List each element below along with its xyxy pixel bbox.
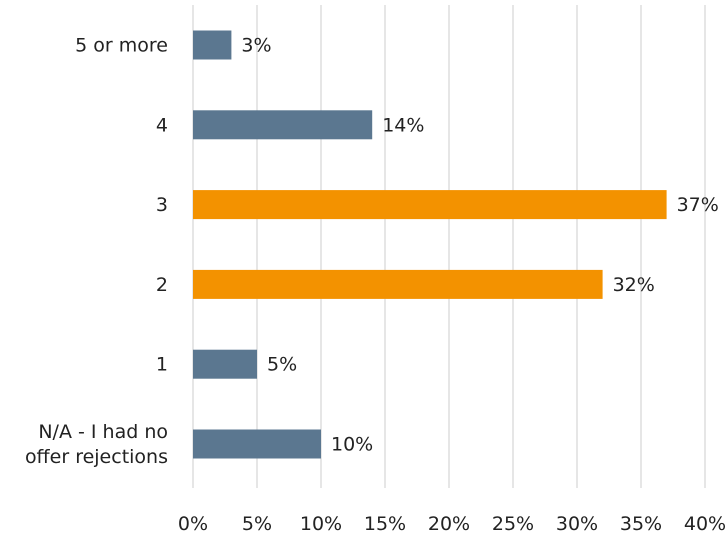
x-tick-label: 25% — [492, 513, 534, 533]
x-tick-label: 10% — [300, 513, 342, 533]
x-tick-label: 35% — [620, 513, 662, 533]
x-tick-label: 15% — [364, 513, 406, 533]
data-label: 3% — [241, 35, 271, 57]
x-tick-label: 0% — [178, 513, 208, 533]
category-label: 3 — [156, 194, 168, 216]
bar — [193, 349, 257, 379]
bar — [193, 30, 232, 60]
category-label: 4 — [156, 114, 168, 136]
bar — [193, 190, 667, 220]
bar — [193, 269, 603, 299]
gridlines — [192, 5, 706, 488]
category-label: 5 or more — [75, 35, 168, 57]
x-tick-label: 20% — [428, 513, 470, 533]
data-label: 14% — [382, 114, 424, 136]
data-label: 32% — [613, 274, 655, 296]
category-labels: 5 or more 4 3 2 1 N/A - I had no offer rejecti… — [25, 35, 168, 469]
data-label: 10% — [331, 434, 373, 456]
category-label: offer rejections — [25, 446, 168, 468]
value-labels: 3% 14% 37% 32% 5% 10% — [241, 35, 718, 456]
category-label: 2 — [156, 274, 168, 296]
bar — [193, 110, 373, 140]
category-label: N/A - I had no — [38, 421, 168, 443]
x-tick-label: 5% — [242, 513, 272, 533]
x-tick-label: 30% — [556, 513, 598, 533]
x-axis-ticks: 0% 5% 10% 15% 20% 25% 30% 35% 40% — [178, 513, 726, 535]
bars — [193, 30, 667, 459]
data-label: 37% — [677, 194, 719, 216]
data-label: 5% — [267, 354, 297, 376]
x-tick-label: 40% — [684, 513, 726, 533]
bar — [193, 429, 321, 459]
category-label: 1 — [156, 354, 168, 376]
